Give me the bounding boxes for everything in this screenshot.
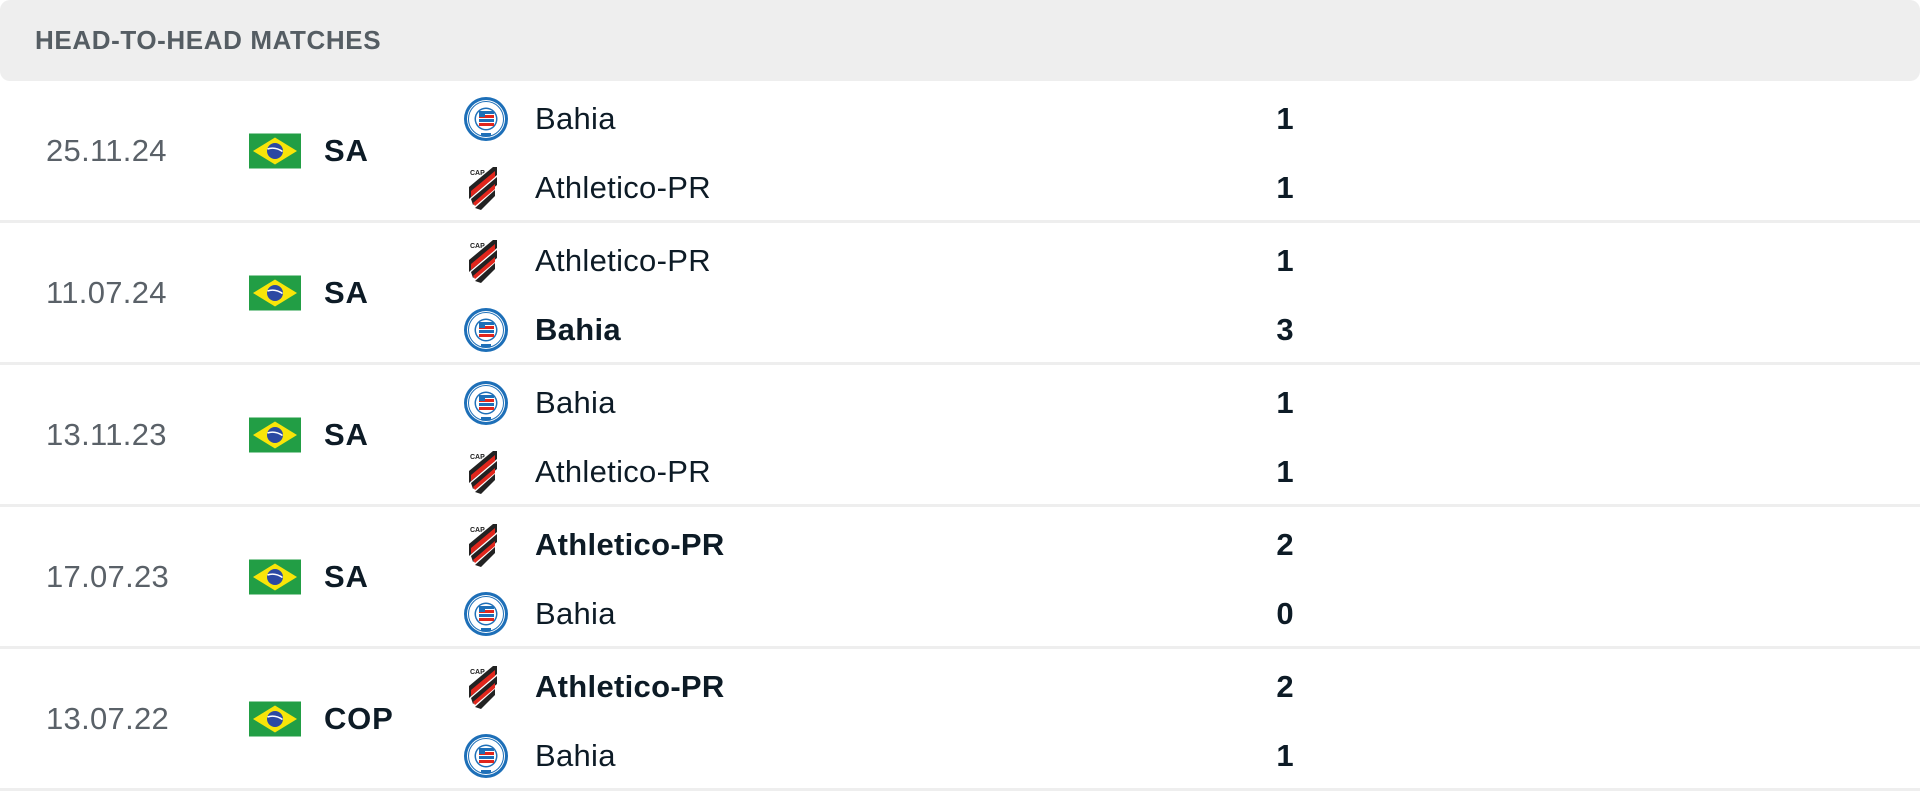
competition-label: SA xyxy=(324,558,369,594)
athletico-pr-logo-icon: CAP xyxy=(463,165,509,211)
home-score: 1 xyxy=(1276,101,1294,136)
home-team-name: Athletico-PR xyxy=(535,243,711,278)
bahia-logo-icon xyxy=(463,591,509,637)
athletico-pr-logo-icon: CAP xyxy=(463,449,509,495)
away-score: 0 xyxy=(1276,596,1294,631)
bahia-logo-icon xyxy=(463,96,509,142)
svg-text:CAP: CAP xyxy=(470,243,485,250)
match-date: 25.11.24 xyxy=(46,132,167,168)
match-date: 11.07.24 xyxy=(46,274,167,310)
brazil-flag-icon xyxy=(249,559,301,594)
away-team-name: Bahia xyxy=(535,738,616,773)
match-date: 17.07.23 xyxy=(46,558,170,594)
athletico-pr-logo-icon: CAP xyxy=(463,664,509,710)
match-date: 13.07.22 xyxy=(46,700,170,736)
away-team: Bahia xyxy=(463,300,621,360)
home-team-name: Bahia xyxy=(535,385,616,420)
away-score: 1 xyxy=(1276,170,1294,205)
match-row[interactable]: 13.11.23 SA Bahia CAP xyxy=(0,365,1920,507)
home-team: Bahia xyxy=(463,89,615,149)
home-score: 2 xyxy=(1276,527,1294,562)
competition-label: SA xyxy=(324,416,369,452)
match-row[interactable]: 25.11.24 SA Bahia CAP xyxy=(0,81,1920,223)
section-header: HEAD-TO-HEAD MATCHES xyxy=(0,0,1920,81)
away-team: Bahia xyxy=(463,584,615,644)
home-team: CAP Athletico-PR xyxy=(463,231,711,291)
brazil-flag-icon xyxy=(249,417,301,452)
competition-label: SA xyxy=(324,132,369,168)
away-team: Bahia xyxy=(463,726,615,786)
competition-label: SA xyxy=(324,274,369,310)
home-score: 1 xyxy=(1276,385,1294,420)
away-score: 3 xyxy=(1276,312,1294,347)
section-title: HEAD-TO-HEAD MATCHES xyxy=(35,25,382,55)
athletico-pr-logo-icon: CAP xyxy=(463,522,509,568)
brazil-flag-icon xyxy=(249,701,301,736)
brazil-flag-icon xyxy=(249,275,301,310)
away-team-name: Athletico-PR xyxy=(535,454,711,489)
brazil-flag-icon xyxy=(249,133,301,168)
bahia-logo-icon xyxy=(463,733,509,779)
home-team-name: Athletico-PR xyxy=(535,669,725,704)
home-team: Bahia xyxy=(463,373,615,433)
away-team-name: Bahia xyxy=(535,596,616,631)
match-row[interactable]: 11.07.24 SA CAP Athletico-PR xyxy=(0,223,1920,365)
away-team: CAP Athletico-PR xyxy=(463,442,711,502)
home-score: 1 xyxy=(1276,243,1294,278)
bahia-logo-icon xyxy=(463,307,509,353)
home-team: CAP Athletico-PR xyxy=(463,515,724,575)
svg-text:CAP: CAP xyxy=(470,454,485,461)
svg-text:CAP: CAP xyxy=(470,527,485,534)
svg-text:CAP: CAP xyxy=(470,669,485,676)
competition-label: COP xyxy=(324,700,394,736)
bahia-logo-icon xyxy=(463,380,509,426)
away-score: 1 xyxy=(1276,738,1294,773)
match-row[interactable]: 13.07.22 COP CAP Athletico-PR xyxy=(0,649,1920,791)
home-score: 2 xyxy=(1276,669,1294,704)
away-team-name: Athletico-PR xyxy=(535,170,711,205)
away-team: CAP Athletico-PR xyxy=(463,158,711,218)
match-row[interactable]: 17.07.23 SA CAP Athletico-PR xyxy=(0,507,1920,649)
home-team-name: Bahia xyxy=(535,101,616,136)
match-date: 13.11.23 xyxy=(46,416,167,452)
athletico-pr-logo-icon: CAP xyxy=(463,238,509,284)
home-team-name: Athletico-PR xyxy=(535,527,725,562)
svg-text:CAP: CAP xyxy=(470,170,485,177)
away-score: 1 xyxy=(1276,454,1294,489)
away-team-name: Bahia xyxy=(535,312,621,347)
match-list: 25.11.24 SA Bahia CAP xyxy=(0,81,1920,791)
home-team: CAP Athletico-PR xyxy=(463,657,724,717)
